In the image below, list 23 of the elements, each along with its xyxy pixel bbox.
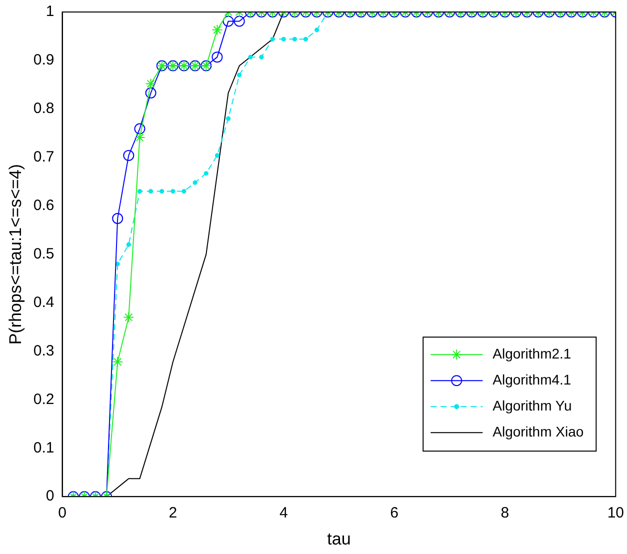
y-tick-label: 0.8	[33, 100, 54, 118]
y-tick-label: 0.3	[33, 342, 54, 360]
y-tick-label: 0.4	[33, 294, 54, 311]
legend-label: Algorithm2.1	[492, 345, 572, 362]
y-tick-label: 0.7	[33, 148, 54, 166]
x-axis-title: tau	[327, 529, 351, 548]
x-tick-label: 10	[607, 504, 624, 522]
x-tick-label: 8	[500, 504, 510, 522]
legend-label: Algorithm Xiao	[492, 423, 584, 440]
y-tick-label: 0.1	[33, 439, 54, 456]
x-tick-label: 6	[390, 504, 398, 522]
legend-label: Algorithm Yu	[492, 397, 572, 414]
y-tick-label: 0.9	[33, 52, 54, 69]
y-tick-label: 0	[46, 488, 54, 505]
y-tick-label: 1	[46, 3, 54, 20]
y-tick-label: 0.5	[33, 245, 54, 262]
x-tick-label: 2	[168, 504, 178, 522]
x-tick-label: 0	[58, 504, 66, 522]
y-axis-title: P(rhops<=tau:1<=s<=4)	[6, 164, 25, 345]
x-tick-label: 4	[279, 504, 288, 522]
y-tick-label: 0.6	[33, 196, 54, 214]
legend-label: Algorithm4.1	[492, 371, 572, 388]
y-tick-label: 0.2	[33, 390, 54, 408]
